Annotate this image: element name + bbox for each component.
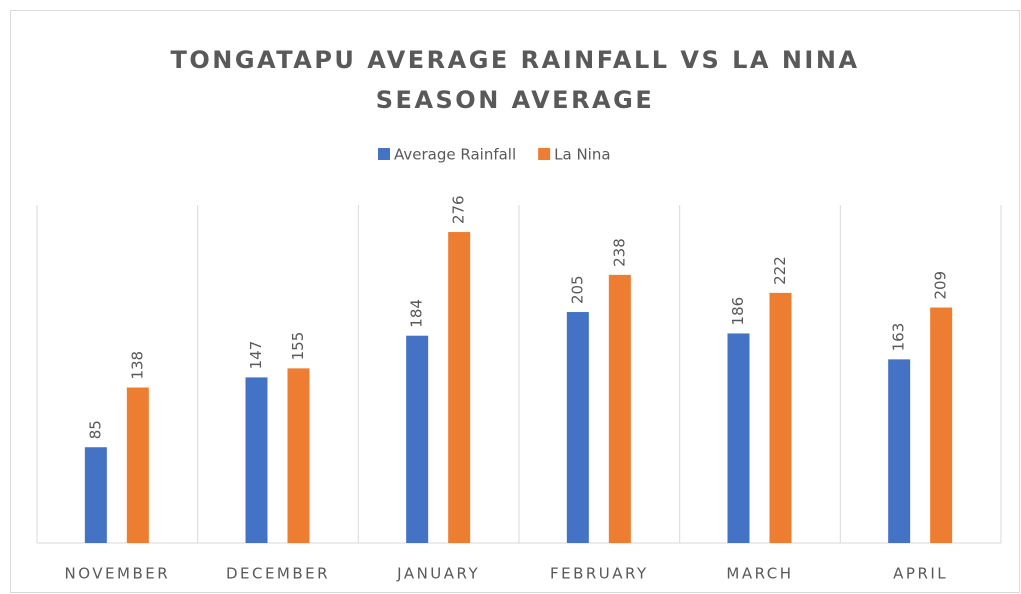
legend-label: La Nina xyxy=(554,146,610,164)
x-tick-label: NOVEMBER xyxy=(65,565,171,583)
data-label: 184 xyxy=(408,299,426,328)
bar xyxy=(287,368,310,543)
bar xyxy=(448,232,471,544)
bar xyxy=(888,359,911,543)
legend-swatch xyxy=(378,148,390,160)
data-label: 155 xyxy=(289,332,307,361)
x-tick-label: DECEMBER xyxy=(226,565,330,583)
data-label: 147 xyxy=(247,341,265,370)
data-label: 186 xyxy=(729,297,747,326)
chart-border xyxy=(10,10,1020,593)
bar xyxy=(727,333,750,543)
bar xyxy=(566,312,589,543)
data-label: 238 xyxy=(610,238,628,267)
bar xyxy=(769,292,792,543)
bar xyxy=(406,335,429,543)
data-label: 163 xyxy=(890,323,908,352)
data-label: 222 xyxy=(771,256,789,285)
bar xyxy=(930,307,953,543)
legend-label: Average Rainfall xyxy=(394,146,516,164)
bar xyxy=(608,274,631,543)
x-tick-label: JANUARY xyxy=(396,565,480,583)
data-label: 276 xyxy=(450,195,468,224)
data-label: 205 xyxy=(568,275,586,304)
bar xyxy=(126,387,149,543)
x-tick-label: MARCH xyxy=(726,565,793,583)
x-tick-label: FEBRUARY xyxy=(550,565,649,583)
bar xyxy=(84,447,107,543)
data-label: 209 xyxy=(932,271,950,300)
chart-title: TONGATAPU AVERAGE RAINFALL VS LA NINA SE… xyxy=(170,46,860,114)
bar xyxy=(245,377,268,543)
data-label: 85 xyxy=(86,420,104,439)
x-tick-label: APRIL xyxy=(893,565,948,583)
legend-swatch xyxy=(538,148,551,160)
data-label: 138 xyxy=(128,351,146,380)
